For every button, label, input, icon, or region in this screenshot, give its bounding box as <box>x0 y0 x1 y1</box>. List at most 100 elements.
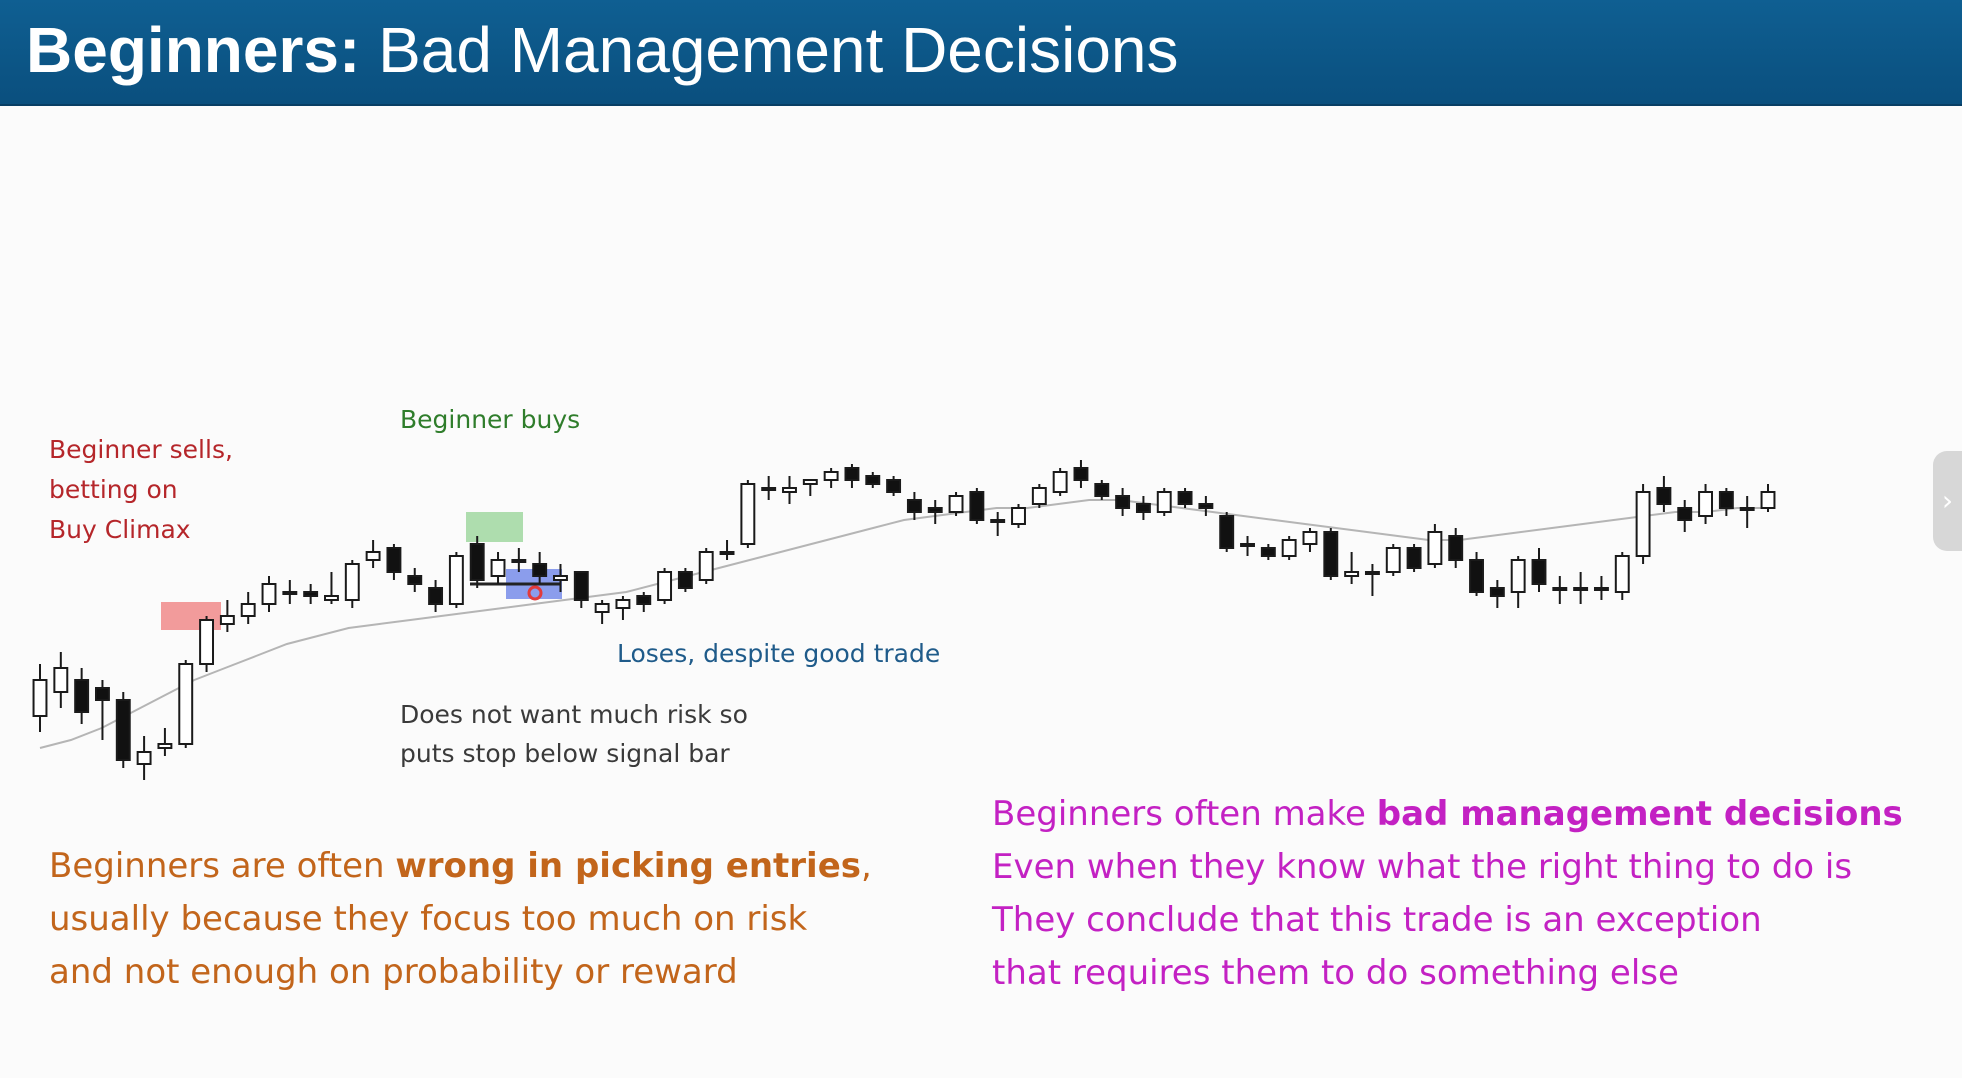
candle-body-bull <box>199 619 215 665</box>
candle-body-bull <box>448 555 464 605</box>
candlestick <box>1135 496 1151 520</box>
candlestick <box>719 540 735 560</box>
candlestick <box>1073 460 1089 488</box>
candlestick <box>698 548 714 584</box>
candle-body-bull <box>344 563 360 601</box>
candlestick <box>865 472 881 488</box>
right-paragraph-line-1: Beginners often make bad management deci… <box>992 788 1903 841</box>
candle-body-bull <box>1739 507 1755 511</box>
candle-body-bear <box>303 591 319 597</box>
candlestick <box>1573 572 1589 604</box>
candlestick <box>1302 528 1318 552</box>
candlestick <box>428 580 444 612</box>
candlestick <box>927 500 943 524</box>
right-line1-emphasis: bad management decisions <box>1376 794 1903 834</box>
candle-body-bear <box>532 563 548 577</box>
candle-body-bear <box>386 547 402 573</box>
candlestick <box>1219 512 1235 552</box>
candlestick <box>1177 488 1193 508</box>
candle-body-bull <box>657 571 673 601</box>
candlestick <box>303 584 319 604</box>
candle-body-bear <box>115 699 131 761</box>
candlestick <box>761 476 777 500</box>
candle-body-bear <box>865 475 881 485</box>
candlestick <box>1510 556 1526 608</box>
candle-body-bear <box>1448 535 1464 561</box>
candle-body-bear <box>1406 547 1422 569</box>
candle-body-bull <box>990 519 1006 523</box>
candle-body-bear <box>1260 547 1276 557</box>
candle-body-bear <box>1094 483 1110 497</box>
candle-body-bull <box>53 667 69 693</box>
candle-body-bull <box>1156 491 1172 513</box>
candle-body-bull <box>365 551 381 561</box>
candle-body-bull <box>1052 471 1068 493</box>
price-chart <box>32 460 1776 780</box>
candle-body-bear <box>1531 559 1547 585</box>
slide-title-bar: Beginners: Bad Management Decisions <box>0 0 1962 106</box>
candlestick <box>532 552 548 584</box>
candle-body-bull <box>282 591 298 595</box>
right-paragraph-line-3: They conclude that this trade is an exce… <box>992 900 1762 940</box>
right-paragraph-line-4: that requires them to do something else <box>992 953 1679 993</box>
candlestick <box>553 564 568 592</box>
candle-body-bear <box>74 679 90 713</box>
right-paragraph-line-2: Even when they know what the right thing… <box>992 847 1853 887</box>
candlestick <box>1489 580 1505 608</box>
candle-body-bear <box>428 587 444 605</box>
candlestick <box>1344 552 1360 584</box>
candle-body-bear <box>1135 503 1151 513</box>
candlestick <box>219 600 235 632</box>
candle-body-bull <box>1698 491 1713 517</box>
next-slide-button[interactable]: › <box>1933 451 1962 551</box>
candle-body-bull <box>698 551 714 581</box>
candlestick <box>1677 500 1693 532</box>
candle-body-bull <box>1344 571 1360 577</box>
candlestick <box>74 668 90 724</box>
candlestick <box>1031 484 1047 508</box>
candlestick <box>1094 480 1110 500</box>
candlestick <box>240 592 256 624</box>
candlestick <box>802 479 818 496</box>
candlestick <box>615 596 631 620</box>
candlestick <box>1656 476 1672 512</box>
candlestick <box>1364 564 1380 596</box>
candle-body-bear <box>407 575 423 585</box>
candlestick <box>1635 484 1651 564</box>
candle-body-bear <box>1219 515 1235 549</box>
candlestick <box>1469 552 1484 596</box>
candle-body-bull <box>615 599 631 609</box>
candlestick <box>53 652 69 708</box>
left-line1-emphasis: wrong in picking entries <box>395 846 861 886</box>
candlestick <box>677 568 693 592</box>
candle-body-bull <box>740 483 756 545</box>
candlestick <box>740 480 756 548</box>
candle-body-bull <box>553 575 568 581</box>
ema-line <box>39 499 1768 749</box>
candle-body-bull <box>823 471 839 481</box>
left-paragraph-line-3: and not enough on probability or reward <box>49 952 738 992</box>
candle-body-bear <box>1115 495 1131 509</box>
candle-body-bear <box>1073 467 1089 481</box>
candle-body-bull <box>1760 491 1776 509</box>
slide-title-bold: Beginners: <box>26 14 361 86</box>
candlestick <box>823 468 839 488</box>
candle-body-bull <box>1240 543 1255 547</box>
candlestick <box>573 571 589 608</box>
candle-body-bear <box>844 467 860 481</box>
candle-body-bear <box>1177 491 1193 505</box>
candlestick <box>1385 544 1401 576</box>
candlestick <box>1718 488 1734 516</box>
candlestick <box>178 660 194 748</box>
candlestick <box>886 476 902 496</box>
candle-body-bear <box>927 507 943 513</box>
candlestick <box>261 576 277 612</box>
candlestick <box>782 476 797 504</box>
candlestick <box>948 492 964 516</box>
candle-body-bull <box>1281 539 1297 557</box>
left-line1-comma: , <box>861 846 872 886</box>
left-paragraph-line-1: Beginners are often wrong in picking ent… <box>49 840 872 893</box>
candlestick <box>115 692 131 768</box>
candle-body-bear <box>1323 531 1339 577</box>
candle-body-bull <box>261 583 277 605</box>
